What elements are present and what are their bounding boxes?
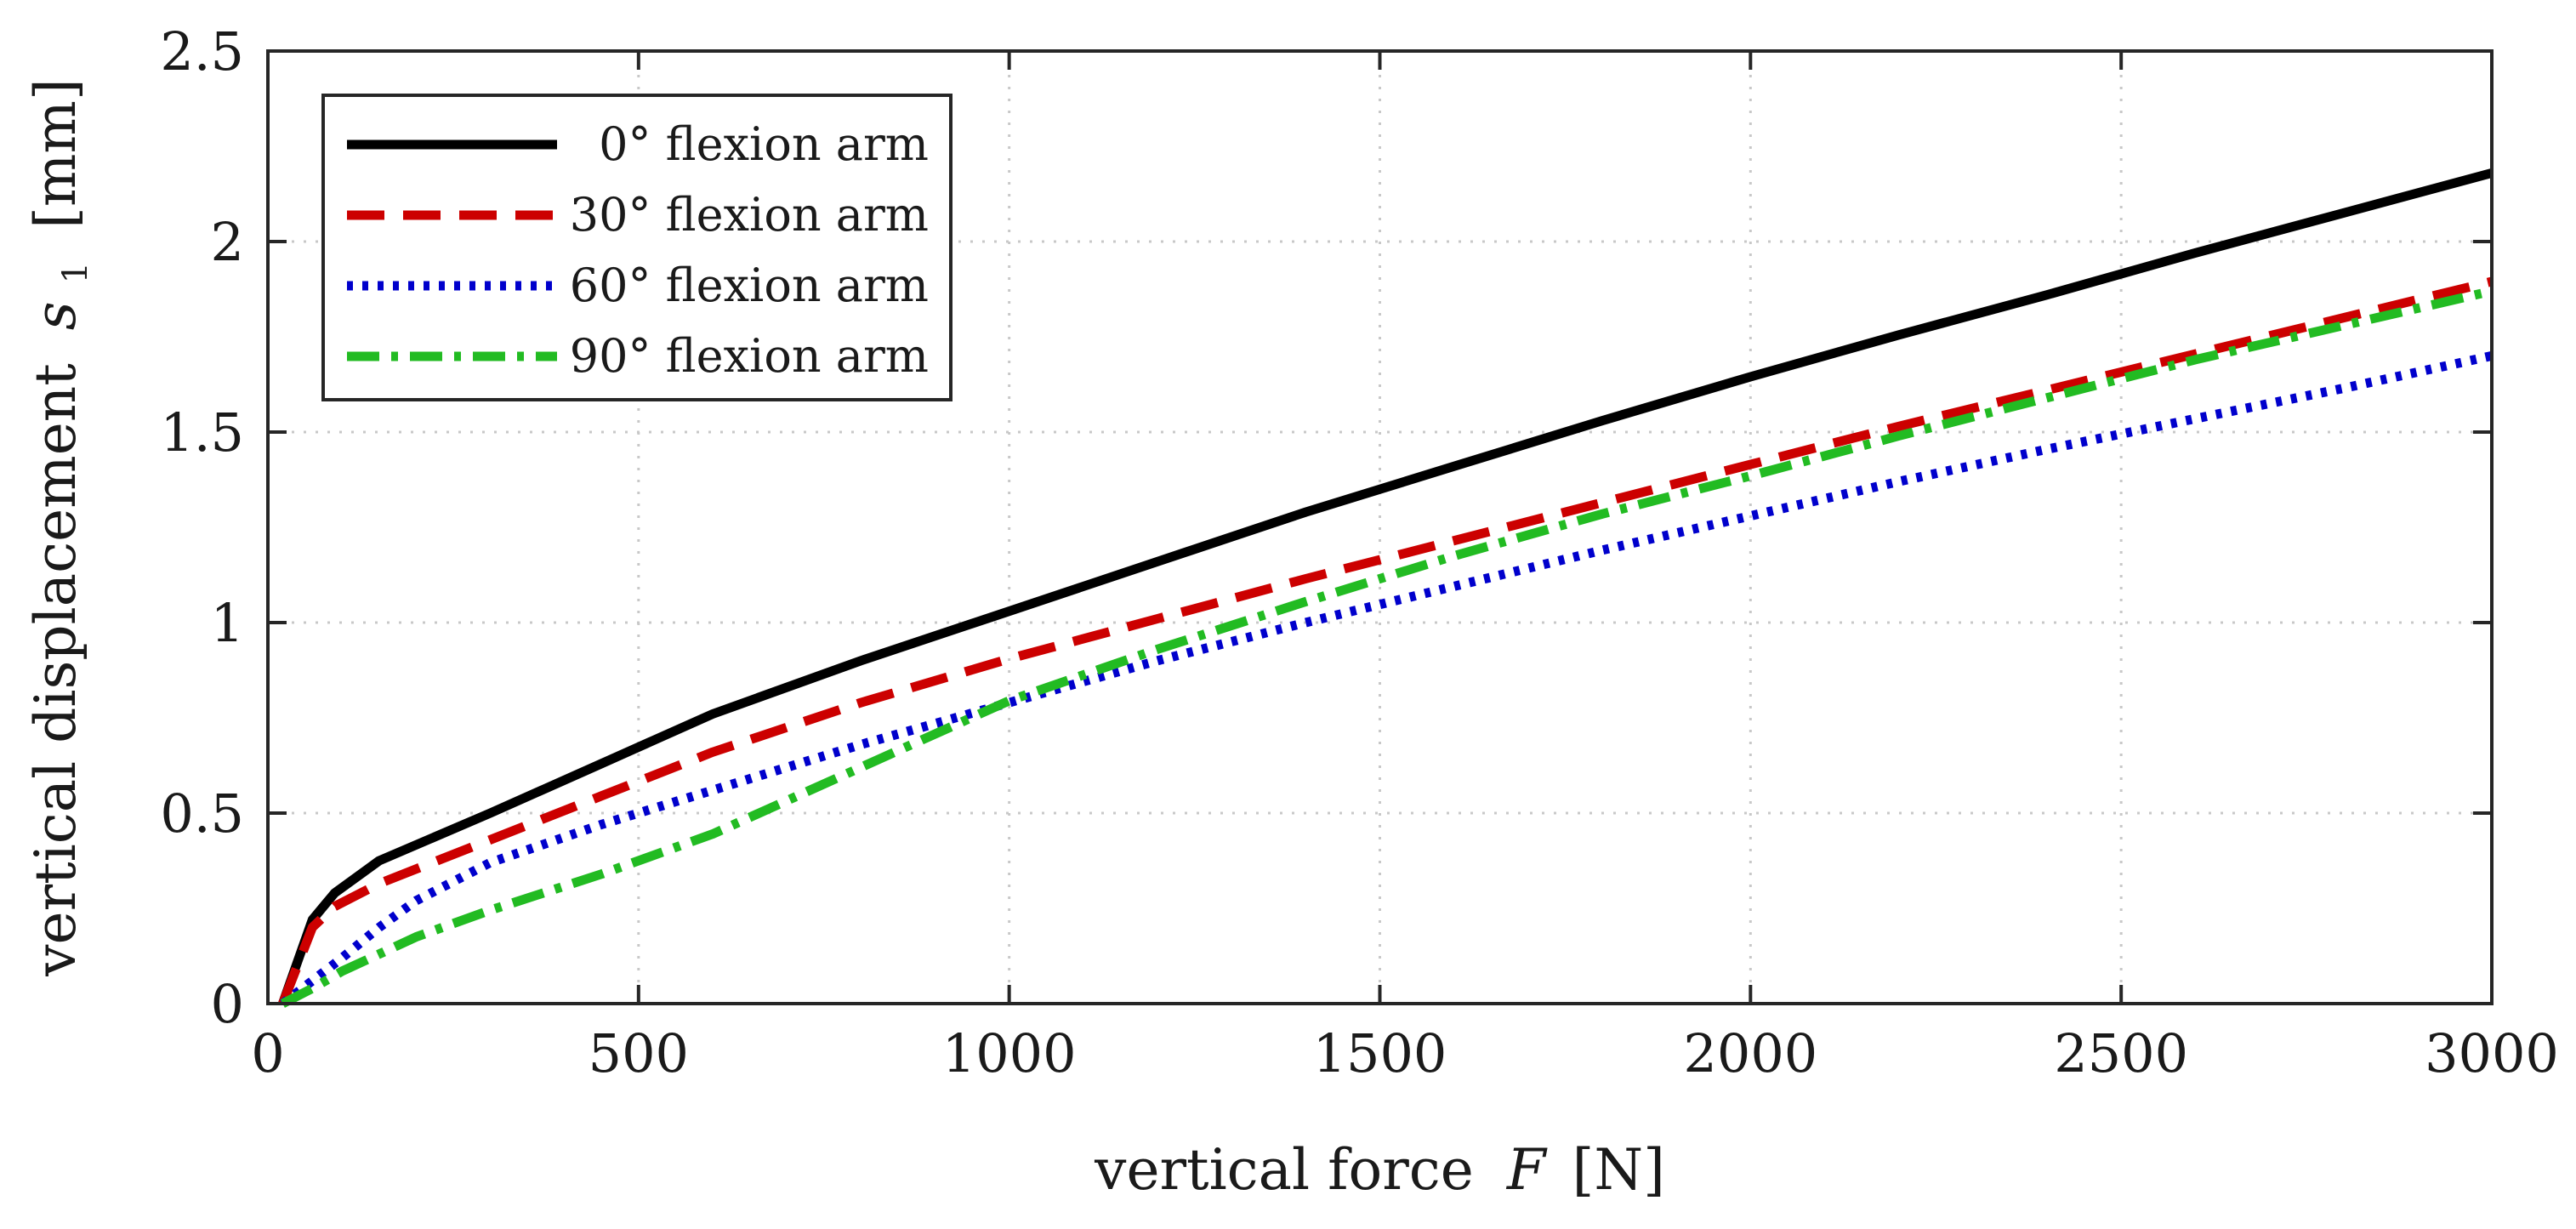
y-tick-label: 2 bbox=[211, 211, 244, 273]
x-tick-labels: 0 500 1000 1500 2000 2500 3000 bbox=[251, 1022, 2559, 1084]
legend-label-1: 30° flexion arm bbox=[570, 188, 929, 242]
series-line-2 bbox=[280, 351, 2494, 1008]
y-tick-label: 1 bbox=[211, 592, 244, 654]
x-tick-label: 2000 bbox=[1683, 1022, 1817, 1084]
axis-ticks bbox=[266, 49, 2494, 1005]
y-axis-label-subscript: 1 bbox=[56, 262, 95, 283]
y-tick-label: 1.5 bbox=[160, 401, 244, 464]
series-line-3 bbox=[280, 286, 2494, 1008]
x-tick-label: 1500 bbox=[1313, 1022, 1447, 1084]
y-tick-label: 2.5 bbox=[160, 20, 244, 83]
legend-label-2: 60° flexion arm bbox=[570, 259, 929, 312]
legend-entries: 0° flexion arm 30° flexion arm 60° flexion… bbox=[347, 117, 929, 383]
y-axis-label-symbol: s bbox=[23, 301, 88, 330]
y-tick-label: 0 bbox=[211, 973, 244, 1035]
x-axis-label: vertical force F [N] bbox=[1094, 1137, 1665, 1203]
x-axis-label-text: vertical force bbox=[1094, 1137, 1474, 1203]
y-axis-label-text: vertical displacement bbox=[23, 363, 88, 977]
y-axis-label: vertical displacement s 1 [mm] bbox=[23, 78, 100, 977]
x-tick-label: 1000 bbox=[942, 1022, 1077, 1084]
y-tick-labels: 0 0.5 1 1.5 2 2.5 bbox=[160, 20, 244, 1035]
legend-label-0: 0° flexion arm bbox=[599, 117, 929, 171]
y-tick-label: 0.5 bbox=[160, 782, 244, 845]
x-tick-label: 0 bbox=[251, 1022, 284, 1084]
x-axis-label-symbol: F bbox=[1506, 1137, 1548, 1203]
y-axis-label-unit: [mm] bbox=[23, 78, 88, 229]
series-line-1 bbox=[278, 276, 2494, 1005]
legend-label-3: 90° flexion arm bbox=[570, 329, 929, 383]
x-tick-label: 500 bbox=[589, 1022, 689, 1084]
legend: 0° flexion arm 30° flexion arm 60° flexion… bbox=[321, 94, 952, 401]
series-line-0 bbox=[278, 168, 2494, 1005]
x-tick-label: 2500 bbox=[2054, 1022, 2188, 1084]
x-tick-label: 3000 bbox=[2425, 1022, 2559, 1084]
series-lines bbox=[278, 168, 2494, 1008]
x-axis-label-unit: [N] bbox=[1572, 1137, 1665, 1203]
